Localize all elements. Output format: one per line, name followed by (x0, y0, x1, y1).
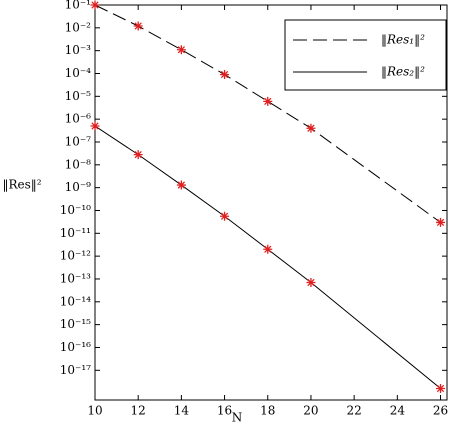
y-tick-label: 10⁻³ (65, 43, 92, 57)
data-point (306, 123, 316, 133)
x-tick-label: 14 (174, 404, 190, 418)
y-tick-label: 10⁻⁷ (65, 134, 92, 148)
x-tick-label: 12 (131, 404, 146, 418)
y-tick-label: 10⁻¹ (65, 0, 91, 12)
series-line (94, 125, 441, 389)
x-tick-label: 20 (303, 404, 318, 418)
y-tick-label: 10⁻⁴ (65, 66, 92, 80)
data-point (133, 150, 143, 160)
y-tick-label: 10⁻⁹ (65, 180, 92, 194)
legend-box (284, 19, 447, 91)
data-point (263, 96, 273, 106)
y-axis-label: ‖Res‖² (2, 178, 41, 192)
data-point (176, 45, 186, 55)
y-tick-label: 10⁻¹³ (60, 271, 91, 285)
y-tick-label: 10⁻⁵ (65, 89, 92, 103)
y-tick-label: 10⁻⁸ (65, 157, 92, 171)
data-point (90, 121, 100, 131)
data-point (220, 211, 230, 221)
y-tick-label: 10⁻¹⁶ (60, 340, 91, 354)
data-point (263, 244, 273, 254)
x-tick-label: 18 (260, 404, 275, 418)
data-point (133, 21, 143, 31)
data-point (90, 0, 100, 10)
x-tick-label: 10 (87, 404, 102, 418)
legend-label: ‖Res₂‖² (381, 65, 425, 79)
y-tick-label: 10⁻¹⁴ (60, 294, 91, 308)
y-tick-label: 10⁻¹⁵ (60, 317, 91, 331)
x-tick-label: 16 (217, 404, 232, 418)
data-point (220, 70, 230, 80)
data-point (436, 383, 446, 393)
y-tick-label: 10⁻¹¹ (60, 226, 91, 240)
y-tick-label: 10⁻² (65, 20, 92, 34)
y-tick-label: 10⁻⁶ (65, 112, 92, 126)
x-tick-label: 26 (433, 404, 448, 418)
data-point (176, 180, 186, 190)
y-tick-label: 10⁻¹⁷ (60, 363, 91, 377)
y-tick-label: 10⁻¹⁰ (60, 203, 91, 217)
x-tick-label: 22 (347, 404, 362, 418)
x-tick-label: 24 (390, 404, 406, 418)
data-point (436, 217, 446, 227)
x-axis-label: N (232, 411, 243, 425)
legend-label: ‖Res₁‖² (381, 33, 425, 47)
data-point (306, 278, 316, 288)
plot-frame (94, 4, 448, 401)
y-tick-label: 10⁻¹² (60, 249, 91, 263)
